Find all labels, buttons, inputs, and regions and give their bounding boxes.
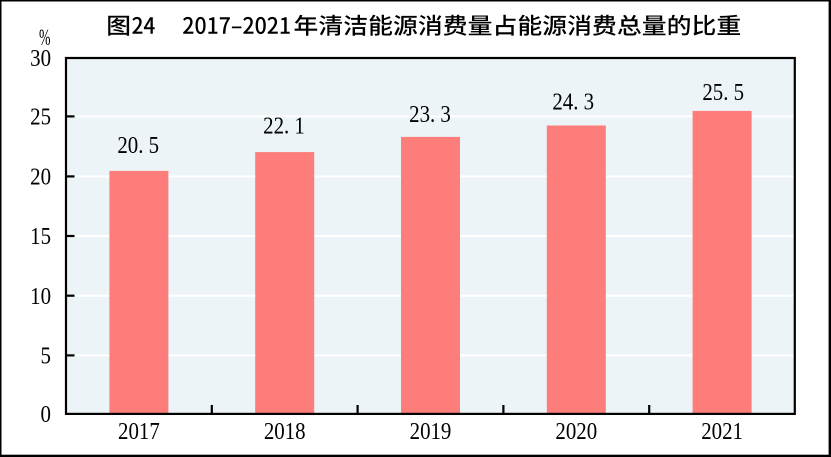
svg-text:25: 25: [30, 103, 51, 130]
svg-text:20. 5: 20. 5: [117, 132, 159, 159]
svg-text:15: 15: [30, 223, 51, 250]
svg-text:22. 1: 22. 1: [263, 112, 305, 139]
svg-text:2020: 2020: [555, 417, 597, 444]
svg-text:10: 10: [30, 282, 51, 309]
svg-text:0: 0: [41, 401, 51, 428]
svg-text:25. 5: 25. 5: [702, 79, 744, 106]
svg-text:20: 20: [30, 163, 51, 190]
svg-text:30: 30: [30, 45, 51, 72]
svg-text:23. 3: 23. 3: [409, 100, 451, 127]
svg-text:2018: 2018: [264, 417, 306, 444]
svg-text:2017: 2017: [118, 417, 160, 444]
svg-text:5: 5: [41, 342, 51, 369]
svg-text:2019: 2019: [410, 417, 452, 444]
svg-text:%: %: [39, 26, 51, 51]
svg-text:24. 3: 24. 3: [552, 88, 594, 115]
svg-text:2021: 2021: [701, 417, 743, 444]
